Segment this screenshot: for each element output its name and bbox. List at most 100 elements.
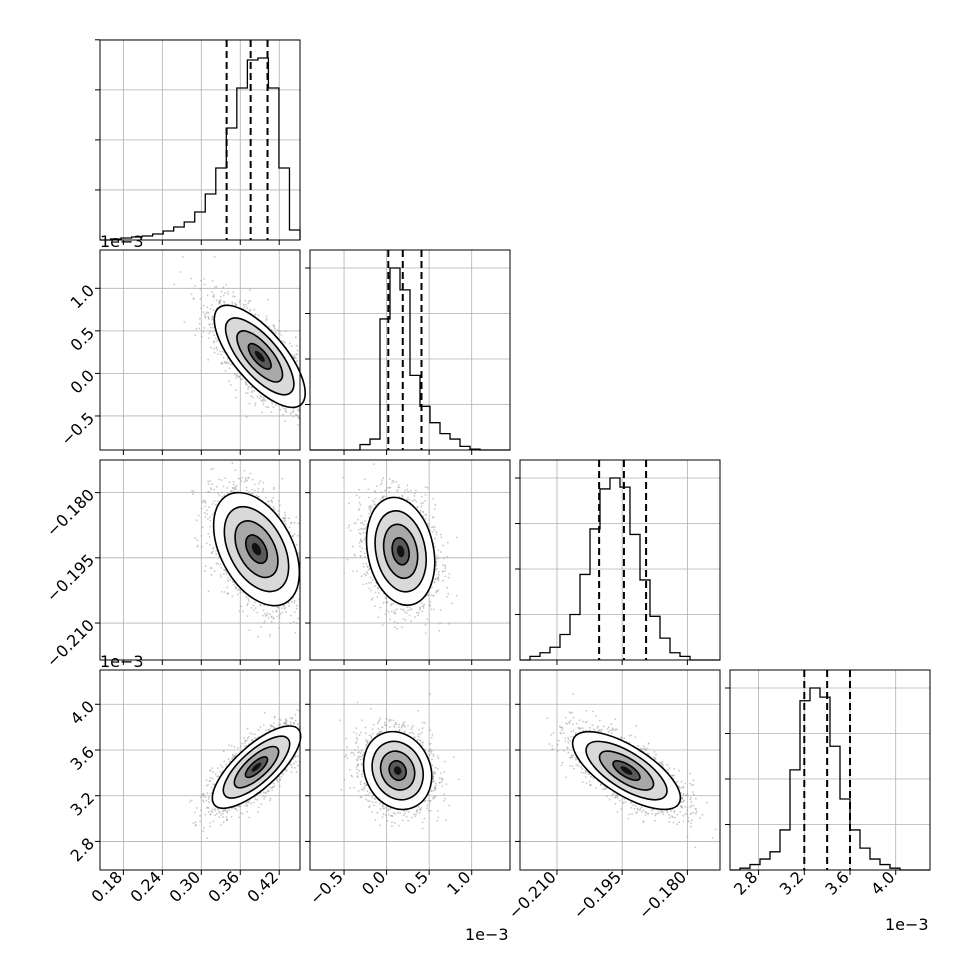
sample-point [209,543,212,546]
sample-point [228,481,231,484]
sample-point [306,571,308,573]
sample-point [254,607,257,609]
sample-point [295,344,298,347]
sample-point [304,357,306,359]
sample-point [211,318,213,320]
sample-point [228,360,231,363]
sample-point [278,617,281,619]
sample-point [312,391,314,393]
sample-point [215,346,218,349]
sample-point [208,491,211,494]
sample-point [275,404,277,407]
sample-point [292,411,294,414]
sample-point [203,278,206,280]
sample-point [262,400,264,403]
sample-point [209,480,212,482]
sample-point [248,491,251,493]
sample-point [264,615,267,617]
sample-point [268,504,271,507]
sample-point [295,516,298,518]
sample-point [304,600,306,602]
sample-point [306,541,308,543]
sample-point [304,592,306,594]
sample-point [255,494,258,497]
sample-point [191,493,194,496]
sample-point [278,513,280,516]
sample-point [280,334,283,336]
sample-point [205,312,208,315]
sample-point [296,353,299,356]
sample-point [247,477,249,480]
hist-panel-1 [305,249,511,455]
sample-point [294,413,297,416]
sample-point [207,317,210,320]
sample-point [297,553,300,556]
sample-point [253,489,256,492]
sample-point [211,503,214,505]
sample-point [262,487,265,490]
sample-point [248,289,251,292]
sample-point [204,565,207,568]
sample-point [270,328,273,331]
sample-point [220,290,223,293]
sample-point [203,304,205,307]
sample-point [277,500,280,502]
sample-point [288,517,290,520]
sample-point [279,612,282,615]
sample-point [213,546,215,549]
sample-point [212,547,214,550]
sample-point [307,406,309,408]
sample-point [292,534,294,537]
sample-point [274,331,277,334]
sample-point [209,323,211,326]
sample-point [208,536,211,538]
sample-point [231,595,234,598]
sample-point [217,353,219,355]
sample-point [211,483,213,486]
sample-point [194,537,197,539]
sample-point [305,612,307,614]
sample-point [308,608,310,610]
sample-point [247,302,250,304]
sample-point [322,425,324,427]
sample-point [305,362,307,364]
sample-point [307,375,309,377]
sample-point [240,605,243,608]
sample-point [311,656,313,658]
sample-point [244,480,246,483]
sample-point [248,300,250,303]
sample-point [213,570,216,573]
sample-point [322,411,324,413]
sample-point [306,395,308,397]
sample-point [248,600,251,602]
sample-point [213,296,215,298]
sample-point [283,511,286,514]
sample-point [230,363,233,366]
sample-point [264,620,266,622]
sample-point [289,413,292,416]
sample-point [311,590,313,592]
sample-point [284,610,287,613]
sample-point [252,609,255,612]
contour-line [224,317,295,396]
sample-point [252,492,254,495]
sample-point [207,533,210,535]
sample-point [212,550,215,553]
sample-point [235,587,237,590]
sample-point [302,600,304,602]
sample-point [246,392,249,394]
sample-point [290,345,293,348]
sample-point [271,501,273,504]
sample-point [308,399,310,401]
sample-point [230,384,232,386]
sample-point [292,415,295,418]
sample-point [278,319,281,322]
sample-point [227,362,230,365]
sample-point [200,307,203,310]
sample-point [307,614,309,616]
sample-point [213,347,216,350]
sample-point [211,291,214,293]
sample-point [246,307,249,310]
sample-point [204,505,207,508]
sample-point [212,341,215,344]
